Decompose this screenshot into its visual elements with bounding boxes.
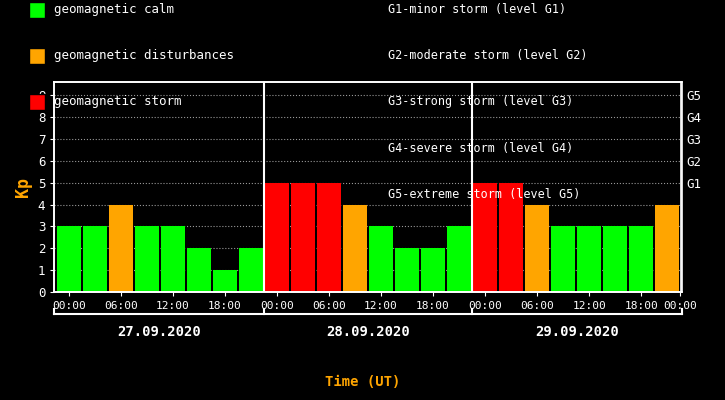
Text: geomagnetic calm: geomagnetic calm [54, 4, 174, 16]
Bar [187, 248, 211, 292]
Bar [265, 183, 289, 292]
Bar [57, 226, 80, 292]
Bar [525, 204, 549, 292]
Y-axis label: Kp: Kp [14, 177, 33, 197]
Bar [603, 226, 627, 292]
Bar [369, 226, 393, 292]
Text: geomagnetic disturbances: geomagnetic disturbances [54, 50, 233, 62]
Bar [135, 226, 159, 292]
Bar [343, 204, 367, 292]
Text: 28.09.2020: 28.09.2020 [326, 325, 410, 339]
Text: G4-severe storm (level G4): G4-severe storm (level G4) [388, 142, 573, 154]
Bar [629, 226, 653, 292]
Text: 27.09.2020: 27.09.2020 [117, 325, 201, 339]
Bar [239, 248, 262, 292]
Text: geomagnetic storm: geomagnetic storm [54, 96, 181, 108]
Bar [317, 183, 341, 292]
Text: G2-moderate storm (level G2): G2-moderate storm (level G2) [388, 50, 587, 62]
Bar [395, 248, 419, 292]
Text: G3-strong storm (level G3): G3-strong storm (level G3) [388, 96, 573, 108]
Bar [83, 226, 107, 292]
Bar [473, 183, 497, 292]
Bar [421, 248, 445, 292]
Text: 29.09.2020: 29.09.2020 [535, 325, 618, 339]
Bar [161, 226, 185, 292]
Bar [499, 183, 523, 292]
Bar [577, 226, 601, 292]
Bar [109, 204, 133, 292]
Bar [551, 226, 575, 292]
Bar [447, 226, 471, 292]
Text: G1-minor storm (level G1): G1-minor storm (level G1) [388, 4, 566, 16]
Bar [655, 204, 679, 292]
Text: Time (UT): Time (UT) [325, 375, 400, 389]
Text: G5-extreme storm (level G5): G5-extreme storm (level G5) [388, 188, 580, 200]
Bar [213, 270, 237, 292]
Bar [291, 183, 315, 292]
